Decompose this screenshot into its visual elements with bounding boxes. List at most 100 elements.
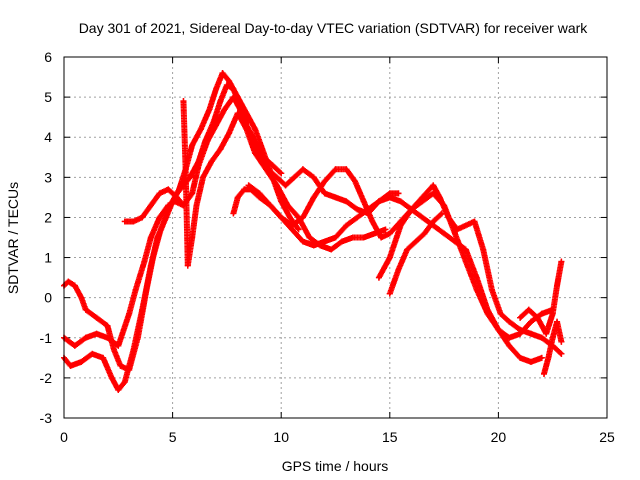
data-point [462,258,469,265]
data-point [189,234,196,241]
data-point [386,254,393,261]
data-point [260,150,267,157]
data-point [506,318,513,325]
data-point [395,266,402,273]
x-tick-label: 10 [273,429,289,445]
data-point [104,322,111,329]
x-tick-label: 25 [599,429,615,445]
data-point [506,334,513,341]
data-point [173,194,180,201]
y-tick-label: 1 [44,250,52,266]
data-point [354,206,361,213]
data-point [395,190,402,197]
data-point [126,310,133,317]
data-point [189,142,196,149]
data-point [386,290,393,297]
data-point [527,358,534,365]
data-point [538,310,545,317]
data-point [197,126,204,133]
chart-title: Day 301 of 2021, Sidereal Day-to-day VTE… [79,20,589,36]
data-point [289,222,296,229]
data-point [299,238,306,245]
data-point [397,198,404,205]
data-point [234,194,241,201]
data-point [558,338,565,345]
data-point [184,262,191,269]
data-point [554,282,561,289]
data-point [219,70,226,77]
y-tick-label: 3 [44,169,52,185]
series-sat-j [517,258,565,337]
data-point [217,146,224,153]
data-point [438,210,445,217]
data-point [252,126,259,133]
data-point [65,278,72,285]
series-sat-k [541,318,565,377]
data-point [189,190,196,197]
data-point [538,354,545,361]
data-point [497,310,504,317]
data-point [332,234,339,241]
data-point [226,130,233,137]
data-point [343,222,350,229]
data-point [332,194,339,201]
data-point [71,282,78,289]
data-point [147,262,154,269]
x-tick-label: 0 [60,429,68,445]
data-point [241,186,248,193]
data-point [245,182,252,189]
data-point [473,286,480,293]
data-point [278,170,285,177]
data-point [451,230,458,237]
data-point [310,174,317,181]
data-point [543,330,550,337]
data-point [545,354,552,361]
y-tick-label: -3 [40,410,53,426]
data-point [108,374,115,381]
data-point [278,214,285,221]
data-point [558,258,565,265]
data-point [310,242,317,249]
axes: 0 5 10 15 20 25 -3 -2 -1 0 1 2 3 4 5 6 [40,49,615,445]
data-point [139,306,146,313]
y-tick-label: 4 [44,129,52,145]
data-point [273,182,280,189]
data-point [130,218,137,225]
data-point [525,306,532,313]
data-point [343,166,350,173]
data-point [386,230,393,237]
y-tick-label: 6 [44,49,52,65]
y-tick-label: 5 [44,89,52,105]
data-point [208,158,215,165]
data-point [404,246,411,253]
data-point [549,334,556,341]
data-point [267,202,274,209]
data-point [488,286,495,293]
data-point [527,318,534,325]
data-point [471,218,478,225]
data-point [441,230,448,237]
data-point [217,98,224,105]
data-point [480,246,487,253]
data-point [243,126,250,133]
data-point [204,138,211,145]
data-point [517,354,524,361]
series-sat-h [375,182,565,357]
data-point [445,214,452,221]
data-point [141,258,148,265]
data-point [299,166,306,173]
data-point [89,350,96,357]
data-point [538,334,545,341]
data-point [339,238,346,245]
data-point [310,194,317,201]
y-tick-label: -1 [40,330,53,346]
data-point [541,370,548,377]
data-point [382,226,389,233]
data-point [193,202,200,209]
data-point [147,202,154,209]
data-point [82,306,89,313]
data-point [130,346,137,353]
data-point [132,286,139,293]
x-tick-label: 15 [382,429,398,445]
